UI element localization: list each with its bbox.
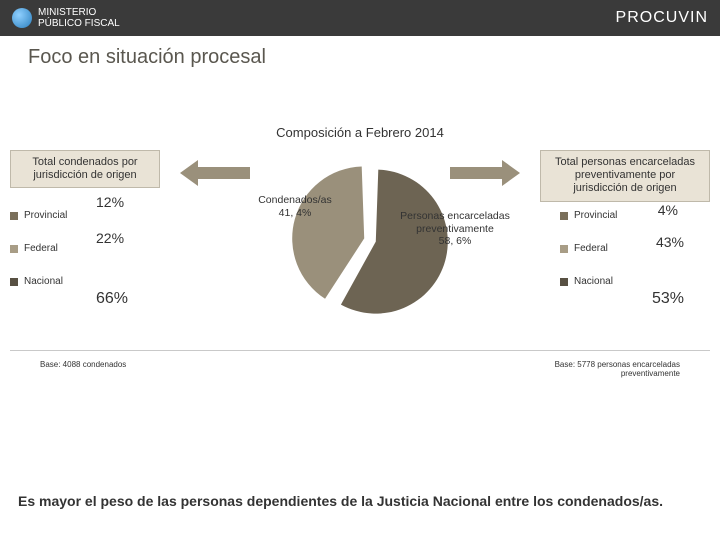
legend-label: Nacional	[574, 276, 613, 287]
legend-row-federal: Federal	[10, 243, 160, 254]
legend-row-federal: Federal	[560, 243, 710, 254]
right-pct-federal: 43%	[656, 234, 684, 250]
pie-label-condenados: Condenados/as 41, 4%	[250, 194, 340, 219]
pie-label-text: Personas encarceladas preventivamente	[400, 210, 510, 235]
org-line2: PÚBLICO FISCAL	[38, 18, 120, 29]
right-pct-provincial: 4%	[658, 202, 678, 218]
org-line1: MINISTERIO	[38, 7, 120, 18]
legend-row-nacional: Nacional	[560, 276, 710, 287]
legend-row-nacional: Nacional	[10, 276, 160, 287]
conclusion-bold: Es mayor el peso de las personas dependi…	[18, 493, 663, 509]
swatch-icon	[560, 245, 568, 253]
swatch-icon	[560, 212, 568, 220]
legend-label: Provincial	[574, 210, 617, 221]
arrow-right-icon	[450, 158, 520, 188]
legend-label: Federal	[24, 243, 58, 254]
arrow-left-icon	[180, 158, 250, 188]
right-pct-nacional: 53%	[652, 290, 684, 308]
swatch-icon	[10, 278, 18, 286]
pie-label-value: 58, 6%	[400, 235, 510, 248]
page-title: Foco en situación procesal	[0, 36, 720, 75]
legend-label: Nacional	[24, 276, 63, 287]
legend-row-provincial: Provincial	[560, 210, 710, 221]
legend-left: Provincial Federal Nacional	[10, 210, 160, 309]
left-pct-federal: 22%	[96, 230, 124, 246]
left-caption-box: Total condenados por jurisdicción de ori…	[10, 150, 160, 188]
globe-icon	[12, 8, 32, 28]
pie-label-value: 41, 4%	[250, 207, 340, 220]
base-right: Base: 5778 personas encarceladas prevent…	[510, 360, 680, 378]
swatch-icon	[10, 212, 18, 220]
chart-subtitle: Composición a Febrero 2014	[0, 125, 720, 140]
pie-label-text: Condenados/as	[250, 194, 340, 207]
brand: PROCUVIN	[616, 9, 708, 27]
legend-row-provincial: Provincial	[10, 210, 160, 221]
org-name: MINISTERIO PÚBLICO FISCAL	[38, 7, 120, 29]
right-caption-box: Total personas encarceladas preventivame…	[540, 150, 710, 202]
divider-line	[10, 350, 710, 351]
header-bar: MINISTERIO PÚBLICO FISCAL PROCUVIN	[0, 0, 720, 36]
legend-right: Provincial Federal Nacional	[560, 210, 710, 309]
swatch-icon	[10, 245, 18, 253]
legend-label: Federal	[574, 243, 608, 254]
header-left: MINISTERIO PÚBLICO FISCAL	[12, 7, 120, 29]
left-pct-provincial: 12%	[96, 194, 124, 210]
conclusion-text: Es mayor el peso de las personas dependi…	[18, 492, 702, 510]
chart-area: Total condenados por jurisdicción de ori…	[0, 150, 720, 390]
swatch-icon	[560, 278, 568, 286]
legend-label: Provincial	[24, 210, 67, 221]
base-left: Base: 4088 condenados	[40, 360, 126, 369]
left-pct-nacional: 66%	[96, 290, 128, 308]
pie-label-preventiva: Personas encarceladas preventivamente 58…	[400, 210, 510, 248]
